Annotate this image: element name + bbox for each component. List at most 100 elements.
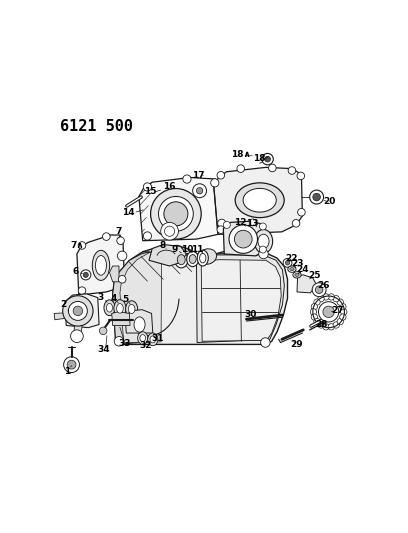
Text: 11: 11 <box>191 245 203 254</box>
Circle shape <box>117 237 124 245</box>
Text: 1: 1 <box>64 367 70 376</box>
Ellipse shape <box>150 336 156 343</box>
Text: 34: 34 <box>98 345 111 354</box>
Ellipse shape <box>117 304 123 313</box>
Circle shape <box>314 299 320 305</box>
Text: 12: 12 <box>235 218 247 227</box>
Circle shape <box>313 193 320 201</box>
Circle shape <box>100 327 107 335</box>
Circle shape <box>259 249 268 259</box>
Text: 33: 33 <box>118 339 131 348</box>
Ellipse shape <box>129 304 135 313</box>
Circle shape <box>161 222 178 240</box>
Circle shape <box>292 220 300 227</box>
Circle shape <box>323 324 329 330</box>
Text: 25: 25 <box>308 271 320 280</box>
Circle shape <box>143 232 151 240</box>
Ellipse shape <box>95 255 106 275</box>
Circle shape <box>118 251 127 261</box>
Text: 23: 23 <box>291 259 303 268</box>
Ellipse shape <box>92 251 110 280</box>
Text: 7∧: 7∧ <box>70 241 84 250</box>
Polygon shape <box>149 245 186 266</box>
Polygon shape <box>65 294 99 328</box>
Circle shape <box>288 167 296 174</box>
Circle shape <box>328 324 335 330</box>
Circle shape <box>333 295 339 302</box>
Circle shape <box>337 318 344 325</box>
Text: 18∧: 18∧ <box>231 150 251 159</box>
Text: 9: 9 <box>172 245 178 254</box>
Circle shape <box>340 303 346 310</box>
Text: 7: 7 <box>116 228 122 236</box>
Circle shape <box>265 156 271 162</box>
Circle shape <box>283 259 292 267</box>
Polygon shape <box>223 221 264 256</box>
Text: 29: 29 <box>290 340 303 349</box>
Circle shape <box>234 230 252 248</box>
Ellipse shape <box>134 317 145 332</box>
Circle shape <box>323 306 334 318</box>
Polygon shape <box>73 326 82 340</box>
Ellipse shape <box>200 253 206 263</box>
Ellipse shape <box>197 250 208 266</box>
Ellipse shape <box>114 300 126 317</box>
Circle shape <box>217 219 226 228</box>
Polygon shape <box>125 310 153 333</box>
Circle shape <box>310 309 317 315</box>
Circle shape <box>118 276 126 283</box>
Ellipse shape <box>254 230 273 253</box>
Circle shape <box>217 172 224 179</box>
Circle shape <box>229 225 257 253</box>
Text: 16: 16 <box>163 182 176 191</box>
Ellipse shape <box>235 183 284 217</box>
Circle shape <box>262 154 273 165</box>
Circle shape <box>318 322 324 328</box>
Text: 18: 18 <box>253 154 265 163</box>
Text: 24: 24 <box>296 265 309 274</box>
Circle shape <box>315 286 323 294</box>
Polygon shape <box>113 252 149 344</box>
Circle shape <box>237 165 244 172</box>
Circle shape <box>158 197 193 231</box>
Circle shape <box>151 189 201 239</box>
Polygon shape <box>113 246 288 344</box>
Polygon shape <box>139 177 224 241</box>
Circle shape <box>297 208 305 216</box>
Circle shape <box>314 318 320 325</box>
Circle shape <box>268 164 276 172</box>
Circle shape <box>83 272 88 277</box>
Circle shape <box>223 221 230 228</box>
Circle shape <box>164 226 175 236</box>
Ellipse shape <box>175 252 188 268</box>
Text: 6121 500: 6121 500 <box>60 119 133 134</box>
Text: 32: 32 <box>140 341 152 350</box>
Circle shape <box>311 314 317 320</box>
Text: 28: 28 <box>315 320 328 329</box>
Circle shape <box>312 283 326 297</box>
Circle shape <box>71 330 83 343</box>
Text: 17: 17 <box>192 172 204 180</box>
Ellipse shape <box>106 303 113 312</box>
Text: 10: 10 <box>181 245 193 254</box>
Text: 6: 6 <box>73 267 79 276</box>
Circle shape <box>319 302 339 322</box>
Text: 14: 14 <box>122 208 135 217</box>
Ellipse shape <box>137 332 148 344</box>
Ellipse shape <box>293 272 301 278</box>
Circle shape <box>143 183 151 191</box>
Polygon shape <box>214 167 302 235</box>
Polygon shape <box>77 235 124 295</box>
Circle shape <box>328 294 335 300</box>
Text: 15: 15 <box>144 187 157 196</box>
Text: 2: 2 <box>60 300 66 309</box>
Polygon shape <box>54 313 66 320</box>
Circle shape <box>333 322 339 328</box>
Polygon shape <box>120 249 162 343</box>
Circle shape <box>285 261 290 265</box>
Circle shape <box>259 246 266 253</box>
Ellipse shape <box>290 268 294 271</box>
Circle shape <box>193 184 206 198</box>
Text: 26: 26 <box>317 281 330 290</box>
Circle shape <box>337 299 344 305</box>
